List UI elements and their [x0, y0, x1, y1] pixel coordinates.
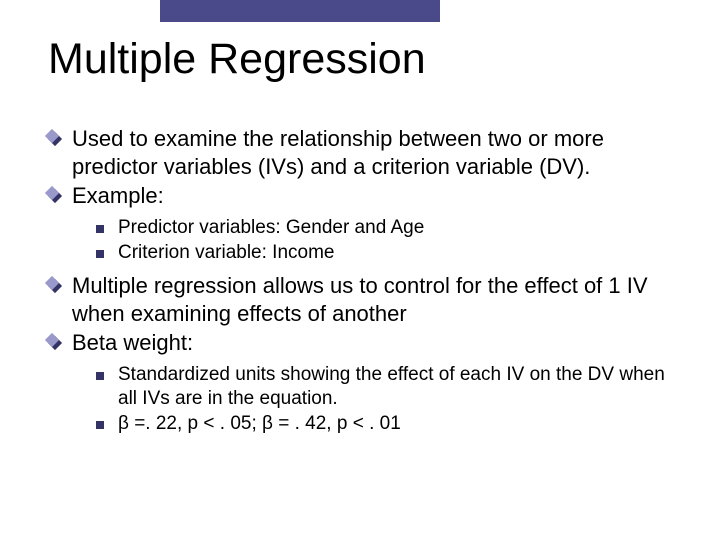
bullet-level2: Criterion variable: Income: [96, 241, 678, 265]
slide-title: Multiple Regression: [48, 35, 426, 84]
square-icon: [96, 225, 104, 233]
bullet-text: Standardized units showing the effect of…: [118, 363, 678, 412]
header-accent-bar: [160, 0, 440, 22]
bullet-text: Criterion variable: Income: [118, 241, 334, 265]
square-icon: [96, 250, 104, 258]
diamond-icon: [48, 132, 62, 146]
bullet-level1: Beta weight:: [48, 329, 678, 357]
square-icon: [96, 421, 104, 429]
bullet-text: Predictor variables: Gender and Age: [118, 216, 424, 240]
bullet-text: Beta weight:: [72, 329, 193, 357]
diamond-icon: [48, 336, 62, 350]
bullet-text: Multiple regression allows us to control…: [72, 272, 678, 327]
slide-content: Used to examine the relationship between…: [48, 125, 678, 438]
bullet-level1: Multiple regression allows us to control…: [48, 272, 678, 327]
bullet-level1: Example:: [48, 182, 678, 210]
bullet-text: Used to examine the relationship between…: [72, 125, 678, 180]
bullet-level2: Standardized units showing the effect of…: [96, 363, 678, 412]
diamond-icon: [48, 189, 62, 203]
bullet-level1: Used to examine the relationship between…: [48, 125, 678, 180]
bullet-level2: β =. 22, p < . 05; β = . 42, p < . 01: [96, 412, 678, 436]
diamond-icon: [48, 279, 62, 293]
bullet-text: Example:: [72, 182, 164, 210]
bullet-level2: Predictor variables: Gender and Age: [96, 216, 678, 240]
bullet-text: β =. 22, p < . 05; β = . 42, p < . 01: [118, 412, 401, 436]
square-icon: [96, 372, 104, 380]
